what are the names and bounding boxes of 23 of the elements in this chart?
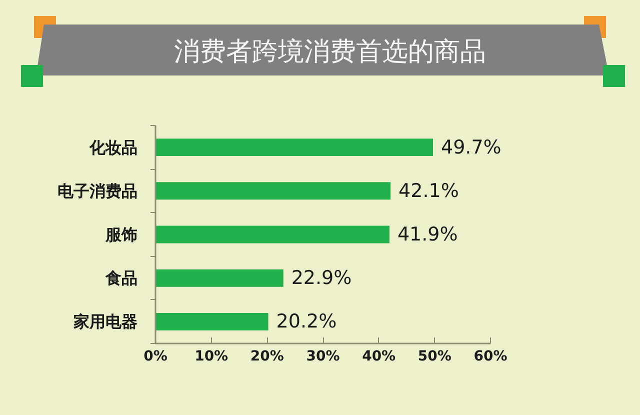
bar (156, 182, 391, 200)
y-tick-label: 电子消费品 (58, 181, 138, 200)
x-tick-label: 40% (362, 348, 396, 364)
y-tick-label: 化妆品 (88, 138, 138, 157)
y-tick-label: 食品 (104, 268, 138, 288)
x-tick-label: 20% (250, 348, 284, 364)
bar (156, 226, 390, 244)
bar (156, 138, 433, 156)
x-tick-label: 50% (418, 348, 452, 364)
data-label: 22.9% (291, 267, 352, 290)
data-label: 49.7% (440, 136, 502, 158)
y-tick-label: 服饰 (104, 225, 138, 244)
x-tick-label: 0% (144, 348, 168, 364)
chart-title: 消费者跨境消费首选的商品 (174, 36, 486, 66)
x-tick-label: 30% (306, 348, 340, 364)
x-tick-label: 10% (194, 348, 228, 364)
y-tick-label: 家用电器 (72, 312, 138, 332)
x-tick-label: 60% (474, 348, 508, 364)
data-label: 42.1% (398, 180, 459, 202)
data-label: 20.2% (276, 310, 337, 333)
bar (156, 269, 284, 287)
bar (156, 312, 268, 330)
data-label: 41.9% (397, 224, 458, 246)
